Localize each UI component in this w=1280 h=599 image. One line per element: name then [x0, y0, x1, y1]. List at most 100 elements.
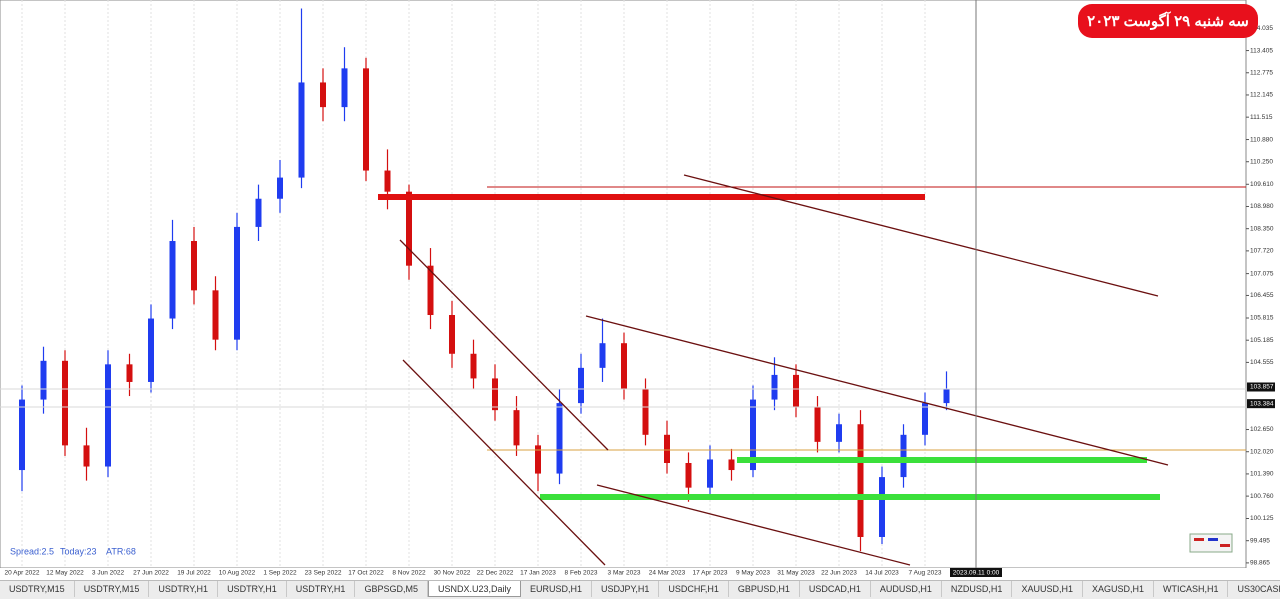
- icon-bar: [1194, 538, 1204, 541]
- x-tick-label: 31 May 2023: [777, 570, 815, 577]
- y-tick-label: 106.455: [1250, 292, 1274, 299]
- candle-body: [707, 459, 713, 488]
- candle-body: [728, 459, 735, 471]
- y-tick-label: 104.555: [1250, 359, 1274, 366]
- trendline: [683, 174, 1159, 297]
- chart-tab[interactable]: USDTRY,H1: [287, 581, 356, 597]
- y-tick-label: 107.075: [1250, 270, 1274, 277]
- x-tick-label: 20 Apr 2022: [4, 570, 39, 577]
- price-tag: 103.384: [1250, 400, 1274, 407]
- candle-body: [384, 170, 391, 192]
- candle-body: [535, 445, 541, 474]
- chart-tab[interactable]: XAUUSD,H1: [1012, 581, 1083, 597]
- candle-body: [943, 389, 950, 404]
- atr: ATR:68: [106, 546, 136, 556]
- tool-icon: [1189, 533, 1233, 553]
- chart-tab[interactable]: GBPSGD,M5: [355, 581, 428, 597]
- trendline: [399, 239, 609, 451]
- chart-tab[interactable]: USDTRY,H1: [218, 581, 287, 597]
- candle-body: [642, 389, 649, 435]
- today: Today:23: [60, 546, 97, 556]
- y-tick-label: 99.495: [1250, 537, 1270, 544]
- candle-body: [857, 424, 864, 537]
- candle-body: [621, 343, 627, 390]
- y-tick-label: 108.980: [1250, 203, 1274, 210]
- y-tick-label: 108.350: [1250, 225, 1274, 232]
- candle-body: [556, 403, 563, 474]
- x-tick-label: 8 Feb 2023: [565, 570, 598, 577]
- trendline: [596, 484, 911, 566]
- candle-body: [191, 241, 197, 291]
- price-tag-box: [1247, 399, 1275, 409]
- x-tick-label: 30 Nov 2022: [434, 570, 471, 577]
- candle-body: [470, 353, 477, 379]
- candle-body: [277, 177, 283, 199]
- cursor-date-box: [950, 568, 1002, 577]
- chart-tab[interactable]: XAGUSD,H1: [1083, 581, 1154, 597]
- x-tick-label: 10 Aug 2022: [219, 570, 256, 577]
- candle-body: [363, 68, 369, 171]
- date-labels: 20 Apr 2022 12 May 2022 3 Jun 2022 27 Jun 2…: [4, 570, 941, 577]
- x-tick-label: 17 Apr 2023: [692, 570, 727, 577]
- icon-frame: [1189, 533, 1233, 553]
- spread: Spread:2.5: [10, 546, 54, 556]
- trendline: [585, 315, 1169, 466]
- chart-tab[interactable]: USDTRY,M15: [0, 581, 75, 597]
- x-tick-label: 14 Jul 2023: [865, 570, 899, 577]
- y-tick-label: 110.250: [1250, 158, 1273, 165]
- x-tick-label: 12 May 2022: [46, 570, 84, 577]
- candle-body: [406, 191, 412, 266]
- candle-body: [62, 360, 68, 446]
- candle-body: [255, 198, 262, 227]
- chart-tab[interactable]: USDCHF,H1: [659, 581, 729, 597]
- icon-bar: [1208, 538, 1218, 541]
- chart-tab[interactable]: USNDX.U23,Daily: [427, 581, 521, 597]
- candle-body: [750, 399, 756, 471]
- candle-body: [685, 462, 692, 488]
- cursor-date: 2023.09.11 0:00: [953, 570, 1000, 577]
- candle-body: [341, 68, 348, 108]
- chart-tab[interactable]: WTICASH,H1: [1154, 581, 1229, 597]
- candle-body: [234, 226, 240, 340]
- chart-tab[interactable]: NZDUSD,H1: [942, 581, 1013, 597]
- chart-tab[interactable]: USDTRY,M15: [75, 581, 150, 597]
- icon-bar: [1220, 544, 1230, 547]
- x-tick-label: 9 May 2023: [736, 570, 770, 577]
- candle-body: [578, 367, 584, 404]
- x-tick-label: 19 Jul 2022: [177, 570, 211, 577]
- y-tick-label: 101.390: [1250, 471, 1274, 478]
- candle-body: [298, 82, 305, 178]
- candle-body: [793, 374, 799, 407]
- candle-body: [126, 364, 133, 382]
- drawings: [0, 0, 1246, 568]
- candle-body: [922, 403, 928, 435]
- chart-tab[interactable]: USDJPY,H1: [592, 581, 660, 597]
- y-tick-label: 98.865: [1250, 560, 1270, 567]
- candle-body: [212, 290, 219, 340]
- candle-body: [40, 360, 47, 400]
- chart-tab[interactable]: USDCAD,H1: [800, 581, 871, 597]
- candles: [19, 8, 950, 552]
- chart-tab[interactable]: AUDUSD,H1: [871, 581, 942, 597]
- candle-body: [814, 406, 821, 442]
- x-tick-label: 3 Jun 2022: [92, 570, 125, 577]
- candle-body: [449, 315, 455, 354]
- y-tick-label: 112.775: [1250, 69, 1273, 76]
- candle-body: [513, 410, 520, 446]
- candle-body: [105, 364, 111, 467]
- candle-body: [148, 318, 154, 382]
- chart-tab[interactable]: GBPUSD,H1: [729, 581, 800, 597]
- candle-body: [771, 374, 778, 400]
- chart-tab[interactable]: EURUSD,H1: [521, 581, 592, 597]
- y-tick-label: 107.720: [1250, 248, 1274, 255]
- y-tick-label: 100.760: [1250, 493, 1274, 500]
- y-tick-label: 102.020: [1250, 448, 1274, 455]
- y-tick-label: 100.125: [1250, 515, 1274, 522]
- chart-tab[interactable]: US30CASH,H1: [1228, 581, 1280, 597]
- x-tick-label: 8 Nov 2022: [392, 570, 426, 577]
- chart-tabs: USDTRY,M15 USDTRY,M15 USDTRY,H1 USDTRY,H1 US…: [0, 580, 1280, 599]
- x-tick-label: 22 Jun 2023: [821, 570, 857, 577]
- chart-tab[interactable]: USDTRY,H1: [149, 581, 219, 597]
- candle-body: [664, 434, 670, 463]
